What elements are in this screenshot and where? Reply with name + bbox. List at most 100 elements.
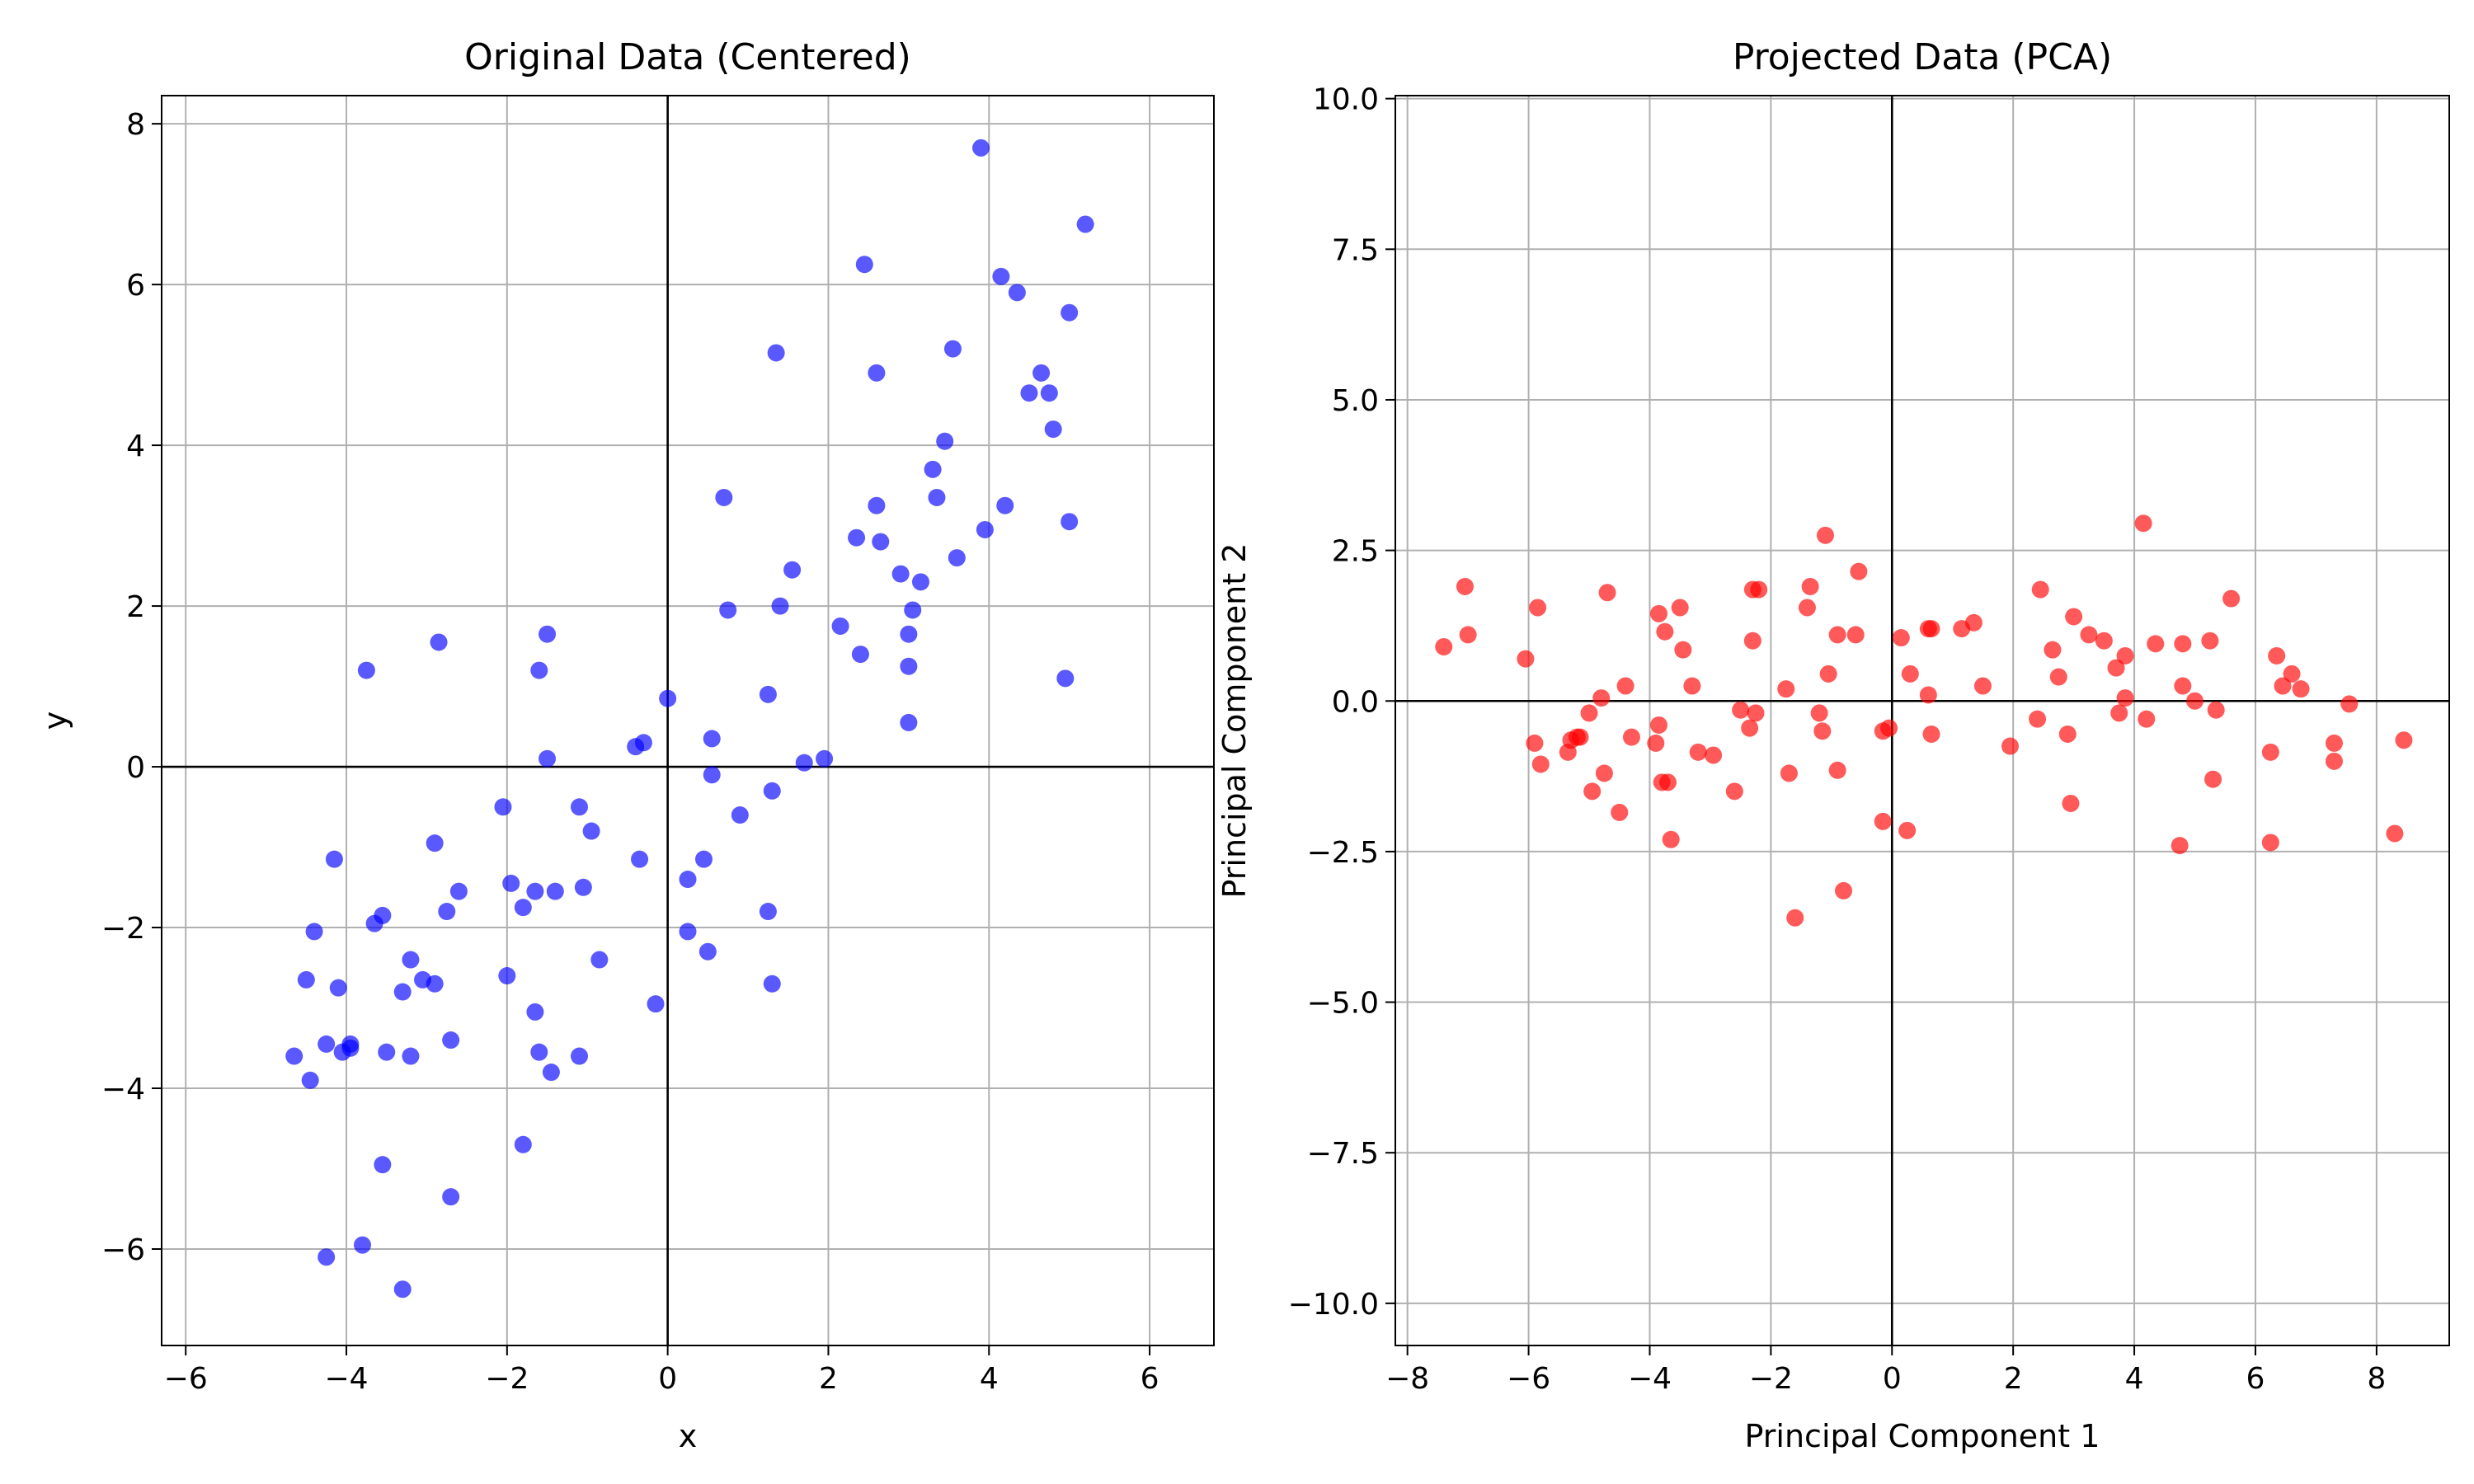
- original-data-point-48: [631, 850, 649, 868]
- original-data-point-14: [374, 1156, 392, 1174]
- projected-data-point-72: [2065, 608, 2083, 626]
- projected-data-point-73: [2080, 626, 2098, 644]
- projected-grid: [1395, 96, 2449, 1345]
- original-data-point-81: [904, 601, 922, 619]
- original-data-point-60: [731, 806, 749, 824]
- original-y-tick-label-2: −2: [101, 912, 145, 946]
- original-grid: [162, 96, 1214, 1345]
- projected-data-point-78: [2116, 646, 2134, 665]
- projected-data-point-55: [1892, 629, 1910, 647]
- projected-y-tick-label-0: −10.0: [1288, 1288, 1379, 1322]
- projected-data-point-84: [2174, 635, 2192, 653]
- original-data-point-99: [1061, 513, 1079, 531]
- original-data-point-7: [329, 979, 347, 997]
- original-data-point-4: [317, 1035, 336, 1053]
- projected-data-point-38: [1777, 680, 1795, 698]
- original-data-point-51: [659, 689, 677, 707]
- original-data-point-53: [679, 923, 697, 941]
- projected-data-point-57: [1901, 665, 1919, 683]
- original-data-point-66: [771, 597, 789, 615]
- projected-data-point-49: [1835, 881, 1853, 899]
- original-data-point-3: [305, 923, 323, 941]
- projected-data-point-54: [1880, 719, 1898, 737]
- original-data-point-63: [763, 974, 781, 993]
- original-data-point-55: [698, 942, 717, 960]
- original-data-point-42: [571, 1047, 589, 1065]
- projected-data-point-95: [2292, 680, 2310, 698]
- original-x-tick-label-2: −2: [485, 1362, 529, 1396]
- original-data-point-79: [900, 657, 918, 675]
- original-data-point-2: [297, 970, 315, 989]
- projected-data-point-71: [2062, 794, 2080, 812]
- original-data-point-87: [948, 549, 966, 567]
- projected-data-point-70: [2058, 725, 2077, 743]
- original-y-tick-label-1: −4: [101, 1073, 145, 1106]
- original-data-point-95: [1040, 384, 1058, 402]
- projected-data-point-82: [2171, 837, 2189, 855]
- projected-data-point-4: [1526, 734, 1544, 752]
- projected-data-point-63: [1964, 613, 1982, 632]
- original-data-point-65: [767, 344, 785, 362]
- projected-data-point-91: [2261, 834, 2279, 852]
- projected-data-point-19: [1647, 734, 1665, 752]
- projected-data-point-20: [1650, 716, 1667, 734]
- projected-data-point-18: [1622, 728, 1640, 746]
- original-data-point-33: [514, 1135, 532, 1153]
- original-chart-title: Original Data (Centered): [464, 36, 911, 78]
- projected-data-point-11: [1580, 704, 1598, 722]
- projected-data-point-26: [1671, 599, 1689, 617]
- projected-y-axis-label: Principal Component 2: [1216, 543, 1253, 899]
- original-data-point-68: [795, 754, 813, 772]
- original-data-point-98: [1061, 303, 1079, 322]
- original-x-tick-label-0: −6: [164, 1362, 208, 1396]
- original-x-tick-label-3: 0: [658, 1362, 677, 1396]
- projected-x-tick-label-6: 4: [2125, 1362, 2144, 1396]
- original-data-point-93: [1020, 384, 1038, 402]
- projected-data-point-3: [1517, 650, 1535, 668]
- original-data-point-45: [582, 822, 600, 840]
- original-x-tick-label-1: −4: [324, 1362, 368, 1396]
- original-data-point-77: [891, 565, 910, 583]
- original-data-point-90: [992, 267, 1010, 285]
- original-ticks: −6 −4 −2 0 2 4 6 −6 −4 −2 0 2 4 6 8: [101, 108, 1159, 1396]
- original-data-point-41: [546, 882, 564, 900]
- projected-data-point-77: [2116, 689, 2134, 707]
- original-data-point-15: [374, 906, 392, 924]
- original-data-point-11: [354, 1236, 372, 1254]
- projected-plot-frame: [1395, 95, 2450, 1346]
- projected-data-point-36: [1747, 704, 1765, 722]
- projected-data-point-10: [1571, 728, 1589, 746]
- projected-data-point-15: [1598, 584, 1616, 602]
- original-data-point-69: [816, 749, 834, 768]
- projected-data-point-61: [1922, 725, 1940, 743]
- projected-points: [1435, 514, 2413, 927]
- original-data-point-50: [647, 995, 665, 1013]
- projected-data-point-75: [2107, 659, 2125, 677]
- projected-data-point-86: [2201, 632, 2219, 650]
- projected-data-point-85: [2186, 692, 2204, 710]
- original-data-point-70: [831, 617, 849, 635]
- projected-data-point-13: [1592, 689, 1611, 707]
- original-data-point-92: [1008, 284, 1026, 302]
- projected-data-point-83: [2174, 677, 2192, 695]
- original-y-tick-label-6: 6: [126, 269, 145, 303]
- projected-data-point-40: [1786, 909, 1804, 927]
- original-data-point-54: [694, 850, 713, 868]
- projected-data-point-17: [1616, 677, 1634, 695]
- original-y-tick-label-3: 0: [126, 751, 145, 785]
- original-data-point-12: [357, 661, 375, 679]
- projected-data-point-23: [1656, 622, 1674, 641]
- projected-data-point-87: [2204, 770, 2222, 788]
- original-data-panel: −6 −4 −2 0 2 4 6 −6 −4 −2 0 2 4 6 8 Original Data (Cen…: [37, 36, 1215, 1454]
- original-data-point-75: [868, 496, 886, 514]
- projected-data-point-46: [1819, 665, 1837, 683]
- original-data-point-18: [393, 1280, 412, 1298]
- projected-x-axis-label: Principal Component 1: [1745, 1418, 2100, 1454]
- projected-data-point-6: [1531, 755, 1550, 773]
- original-data-point-34: [526, 882, 544, 900]
- original-data-point-72: [851, 646, 869, 664]
- projected-x-tick-label-7: 6: [2246, 1362, 2265, 1396]
- projected-data-point-76: [2110, 704, 2128, 722]
- original-data-point-31: [502, 874, 520, 892]
- original-data-point-1: [301, 1071, 319, 1089]
